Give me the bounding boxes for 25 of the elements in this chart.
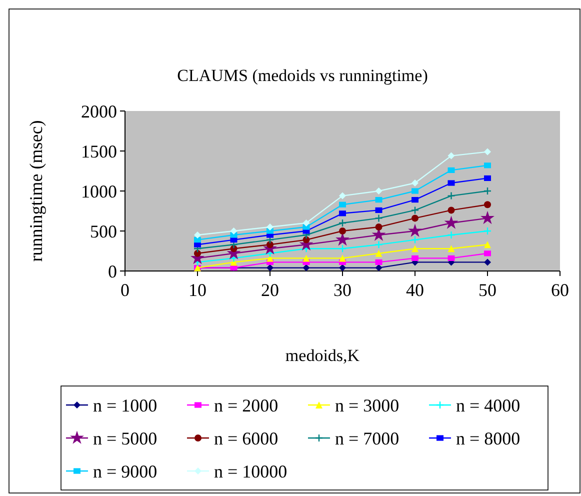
legend-label: n = 9000 [93, 461, 158, 482]
y-tick-label: 1000 [81, 181, 117, 202]
legend-label: n = 1000 [93, 395, 158, 416]
x-tick-label: 40 [406, 280, 424, 300]
x-tick-label: 30 [334, 280, 352, 300]
y-tick-label: 500 [90, 221, 117, 242]
legend-label: n = 4000 [456, 395, 520, 416]
legend-label: n = 7000 [335, 428, 400, 448]
y-tick-label: 0 [108, 261, 117, 282]
x-tick-label: 50 [478, 280, 496, 300]
legend-label: n = 6000 [214, 428, 278, 448]
legend-label: n = 5000 [93, 428, 158, 448]
x-axis-title: medoids,K [285, 346, 360, 365]
legend-label: n = 2000 [214, 395, 278, 416]
chart-title: CLAUMS (medoids vs runningtime) [177, 66, 428, 85]
legend-label: n = 3000 [335, 395, 400, 416]
x-tick-label: 60 [551, 280, 569, 300]
x-tick-label: 20 [261, 280, 279, 300]
legend-label: n = 10000 [214, 461, 288, 482]
y-tick-label: 1500 [81, 141, 117, 162]
y-axis-title: runningtime (msec) [26, 120, 46, 262]
y-tick-label: 2000 [81, 101, 117, 122]
legend-label: n = 8000 [456, 428, 520, 448]
x-tick-label: 10 [188, 280, 206, 300]
x-tick-label: 0 [120, 280, 130, 300]
